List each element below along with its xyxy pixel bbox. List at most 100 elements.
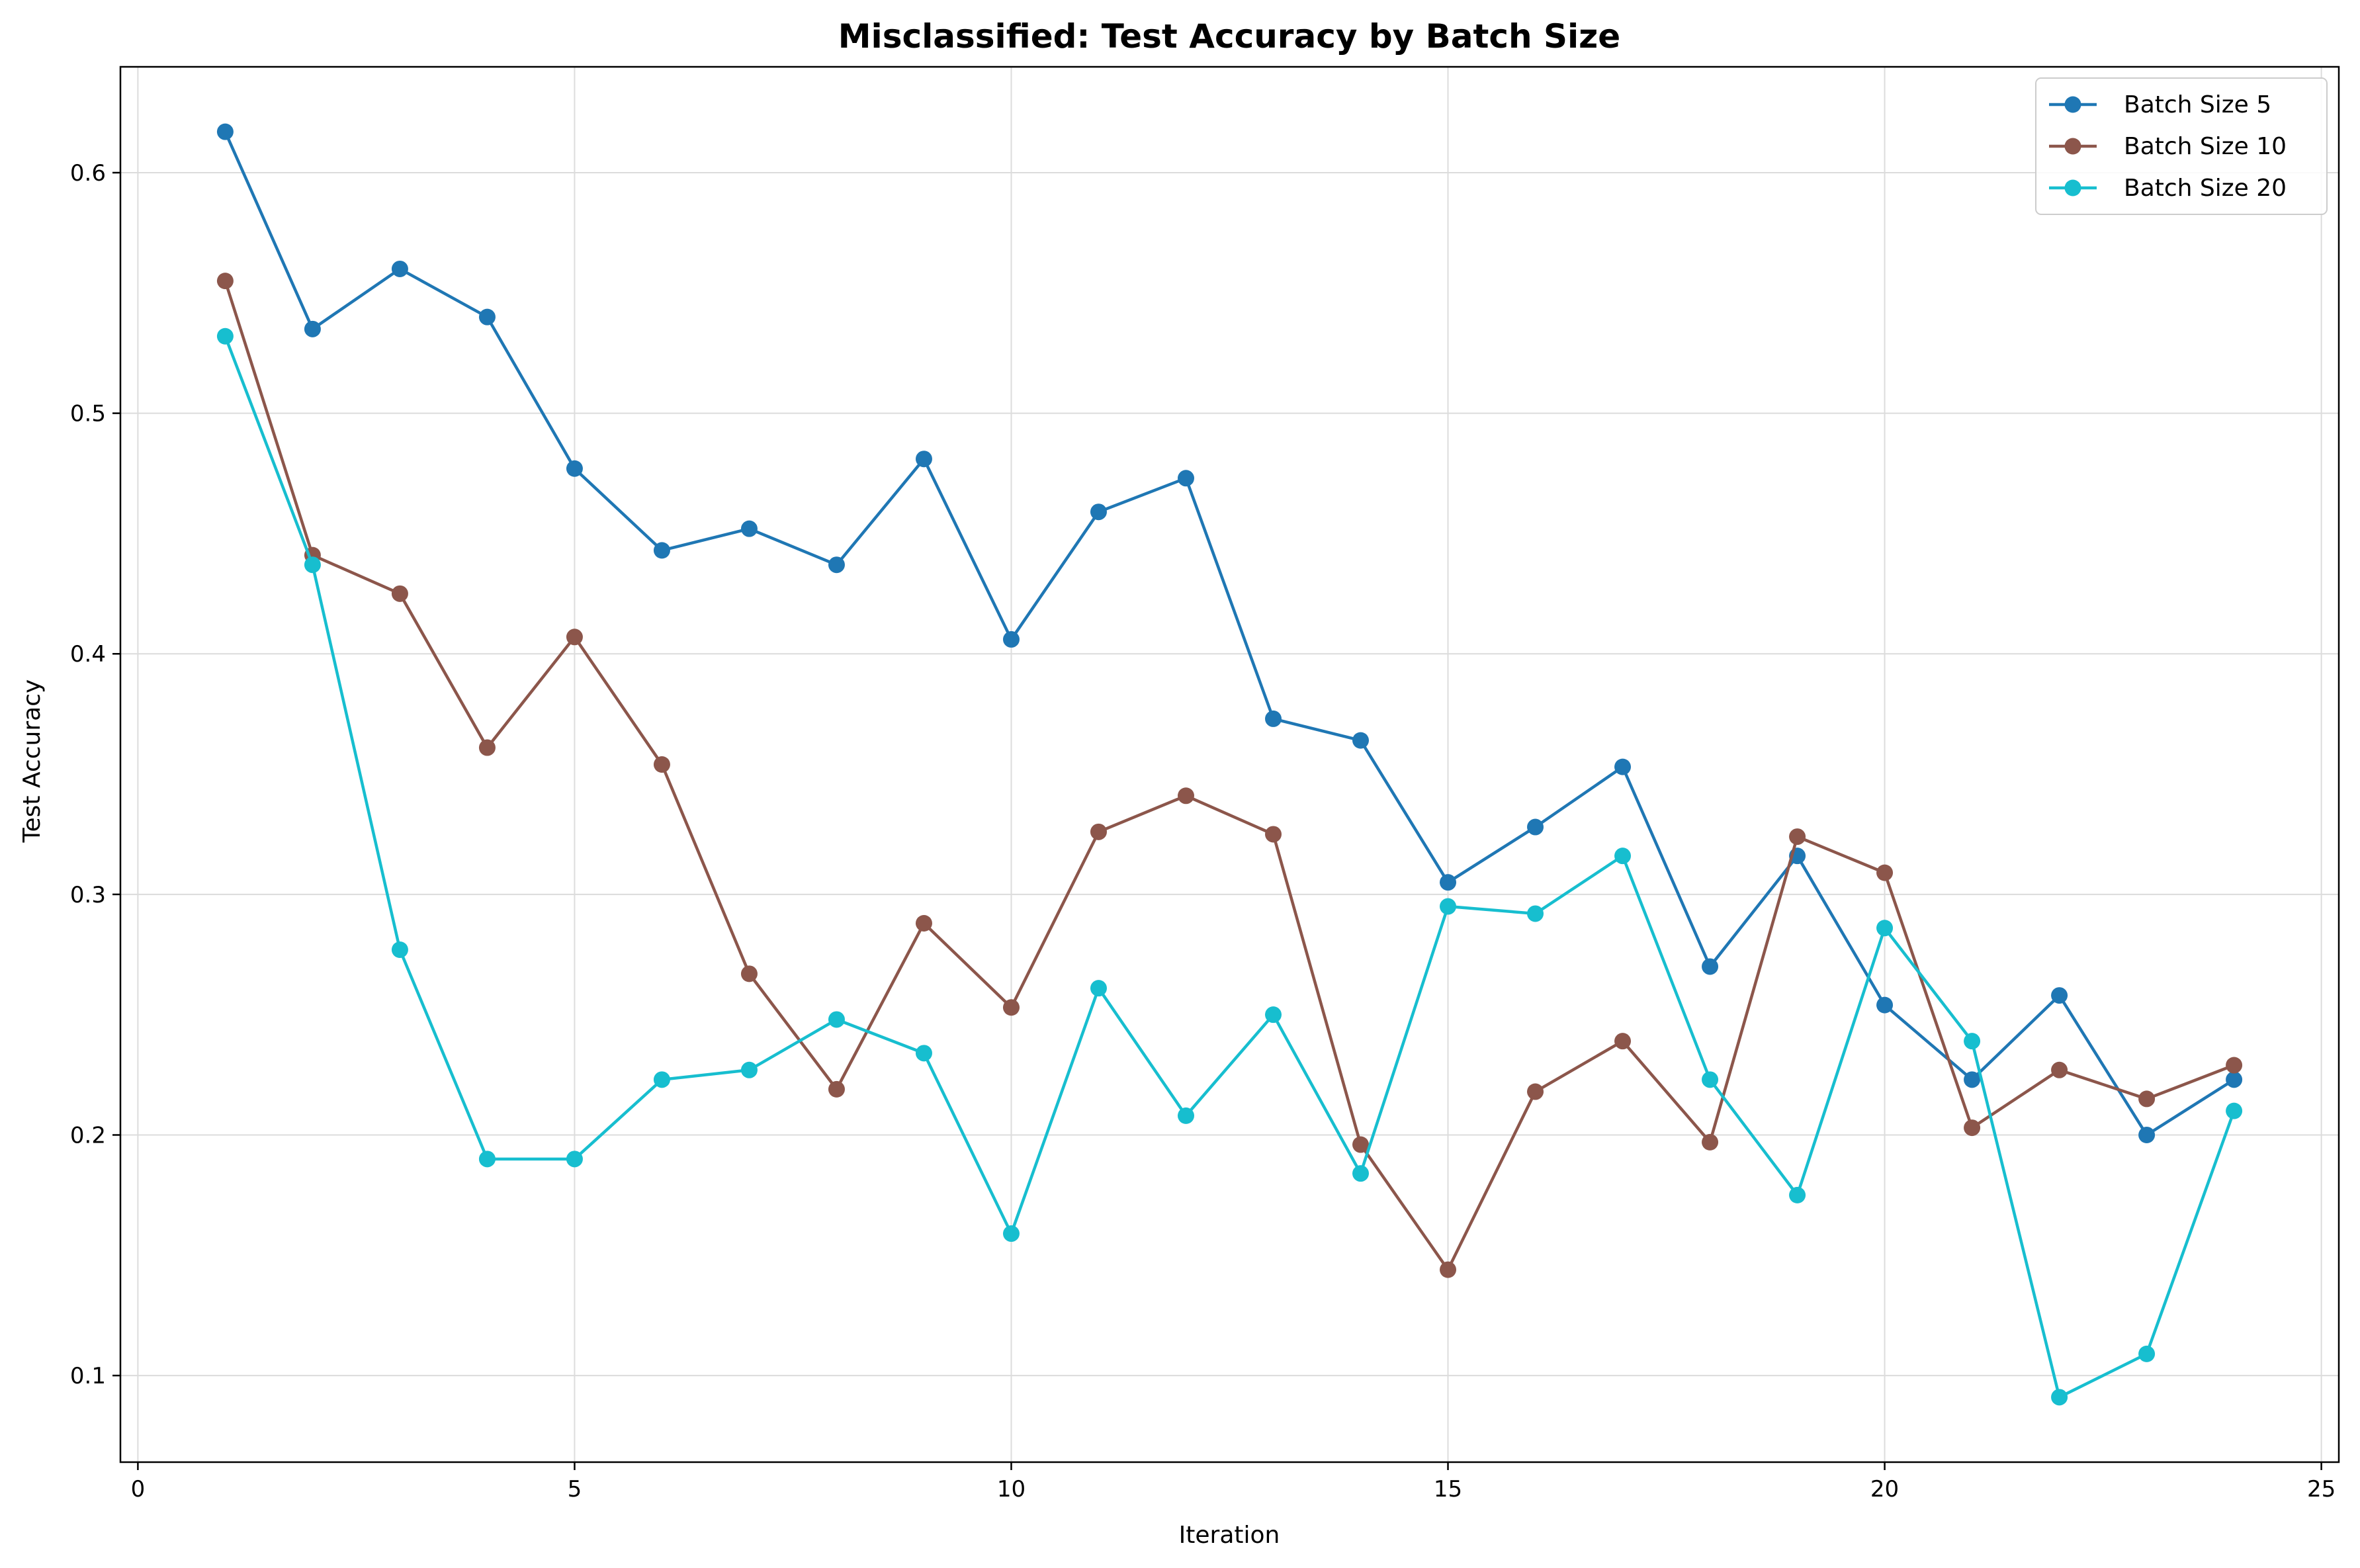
- y-tick-label: 0.1: [70, 1363, 106, 1389]
- series-line: [224, 131, 2235, 1137]
- data-point: [1002, 999, 1020, 1016]
- data-point: [566, 460, 583, 477]
- data-point: [2051, 1061, 2068, 1078]
- y-tick-label: 0.6: [70, 160, 106, 187]
- x-tick-label: 10: [997, 1476, 1026, 1503]
- legend-item: Batch Size 5: [2049, 91, 2271, 118]
- legend: Batch Size 5 Batch Size 10 Batch Size 20: [2035, 77, 2328, 215]
- legend-box: [2035, 77, 2328, 215]
- legend-label: Batch Size 10: [2124, 133, 2287, 160]
- data-point: [566, 629, 583, 646]
- data-point: [391, 585, 408, 602]
- x-tick-label: 25: [2307, 1476, 2336, 1503]
- data-point: [2138, 1090, 2156, 1108]
- data-point: [653, 1071, 670, 1088]
- data-point: [1527, 818, 1544, 836]
- data-point: [1702, 958, 1719, 975]
- data-point: [2138, 1345, 2156, 1362]
- data-point: [2138, 1126, 2156, 1143]
- data-point: [740, 965, 758, 982]
- data-point: [1702, 1133, 1719, 1151]
- data-point: [2051, 987, 2068, 1004]
- y-tick-label: 0.4: [70, 641, 106, 668]
- data-point: [1090, 823, 1107, 840]
- x-tick-label: 5: [568, 1476, 582, 1503]
- data-point: [1876, 920, 1894, 937]
- series-line: [224, 280, 2235, 1272]
- data-point: [1090, 980, 1107, 997]
- data-point: [1789, 828, 1806, 846]
- data-point: [1964, 1119, 1981, 1137]
- series-3: [216, 327, 2243, 1406]
- series-line: [224, 335, 2236, 1399]
- data-point: [566, 1151, 583, 1168]
- legend-marker: [2064, 138, 2081, 155]
- data-point: [1352, 1165, 1370, 1182]
- data-point: [1440, 898, 1457, 915]
- data-point: [1265, 826, 1282, 843]
- data-point: [478, 308, 496, 326]
- data-point: [304, 320, 321, 337]
- series-layer: [216, 123, 2243, 1406]
- legend-label: Batch Size 20: [2124, 175, 2287, 202]
- data-point: [828, 1080, 845, 1098]
- data-point: [1440, 1261, 1457, 1278]
- data-point: [1527, 1083, 1544, 1100]
- data-point: [740, 1061, 758, 1078]
- data-point: [304, 556, 321, 574]
- data-point: [1177, 1107, 1194, 1124]
- legend-marker: [2064, 179, 2081, 196]
- legend-item: Batch Size 20: [2049, 175, 2287, 202]
- data-point: [1352, 1136, 1370, 1153]
- data-point: [740, 520, 758, 537]
- data-point: [828, 1011, 845, 1028]
- data-point: [1702, 1071, 1719, 1088]
- data-point: [1002, 631, 1020, 648]
- data-point: [478, 1151, 496, 1168]
- y-tick-label: 0.5: [70, 401, 106, 427]
- x-axis-label: Iteration: [1179, 1522, 1280, 1549]
- data-point: [653, 756, 670, 773]
- data-point: [1876, 996, 1894, 1014]
- data-point: [1265, 1006, 1282, 1024]
- series-2: [216, 273, 2243, 1278]
- data-point: [1440, 874, 1457, 891]
- data-point: [391, 941, 408, 958]
- data-point: [1352, 732, 1370, 749]
- data-point: [1265, 710, 1282, 727]
- data-point: [391, 260, 408, 277]
- x-tick-label: 20: [1870, 1476, 1899, 1503]
- y-tick-label: 0.2: [70, 1122, 106, 1149]
- y-axis-ticks: 0.1 0.2 0.3 0.4 0.5 0.6: [70, 160, 120, 1389]
- data-point: [1002, 1225, 1020, 1242]
- data-point: [1614, 758, 1632, 775]
- data-point: [1789, 1186, 1806, 1203]
- legend-marker: [2064, 96, 2081, 113]
- data-point: [653, 542, 670, 559]
- data-point: [1964, 1071, 1981, 1088]
- data-point: [1177, 787, 1194, 805]
- data-point: [2226, 1071, 2243, 1088]
- legend-label: Batch Size 5: [2124, 91, 2271, 118]
- data-point: [1876, 864, 1894, 881]
- plot-frame: [119, 65, 2340, 1463]
- y-tick-label: 0.3: [70, 882, 106, 908]
- data-point: [2226, 1102, 2243, 1119]
- series-1: [216, 123, 2243, 1143]
- data-point: [1527, 905, 1544, 922]
- data-point: [2051, 1389, 2068, 1406]
- data-point: [828, 556, 845, 574]
- x-tick-label: 0: [131, 1476, 146, 1503]
- x-axis-ticks: 0 5 10 15 20 25: [131, 1462, 2336, 1503]
- data-point: [2226, 1057, 2243, 1074]
- data-point: [1090, 503, 1107, 521]
- data-point: [915, 914, 932, 932]
- data-point: [915, 1045, 932, 1062]
- data-point: [915, 451, 932, 468]
- x-tick-label: 15: [1434, 1476, 1462, 1503]
- data-point: [1964, 1033, 1981, 1050]
- legend-item: Batch Size 10: [2049, 133, 2287, 160]
- data-point: [1177, 470, 1194, 487]
- chart-title: Misclassified: Test Accuracy by Batch Si…: [838, 17, 1620, 56]
